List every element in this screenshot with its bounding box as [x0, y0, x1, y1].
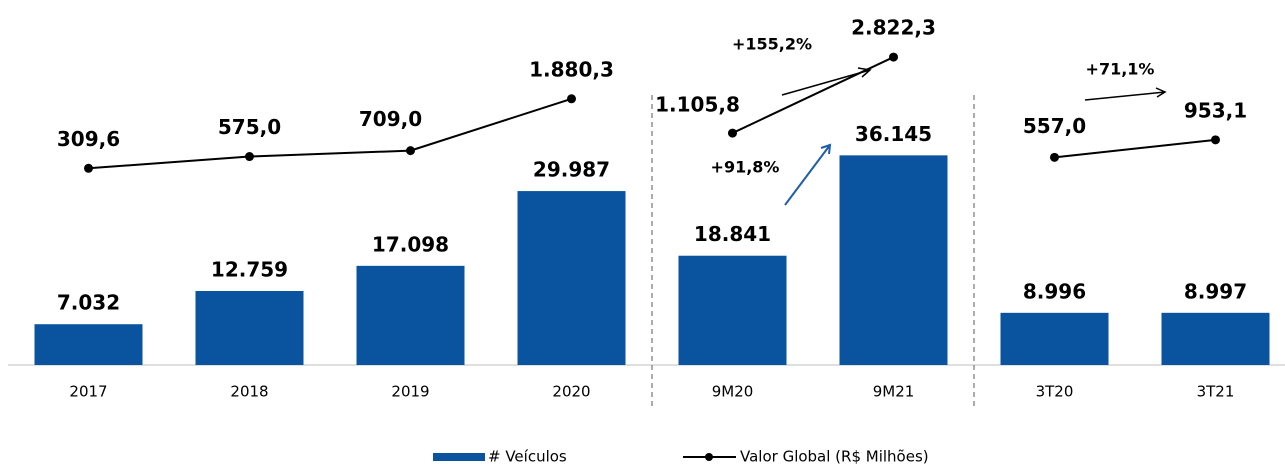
annotation-arrows [781, 67, 1167, 206]
x-tick-label: 2020 [552, 383, 590, 401]
bar-value-label: 7.032 [57, 291, 120, 315]
line-marker [245, 152, 254, 162]
arrow [781, 67, 872, 96]
line-segment [1054, 138, 1216, 159]
line-value-label: 575,0 [218, 115, 281, 139]
line-marker [889, 52, 898, 62]
bar-value-label: 36.145 [855, 122, 932, 146]
line-marker [1050, 152, 1059, 162]
arrow [1084, 87, 1167, 101]
x-tick-label: 2017 [69, 383, 107, 401]
annotation: +71,1% [1086, 60, 1155, 79]
legend-swatch [705, 453, 713, 461]
bar [1000, 312, 1109, 365]
x-tick-label: 9M21 [873, 383, 915, 401]
annotation: +91,8% [711, 158, 780, 177]
annotation: +155,2% [732, 35, 812, 54]
line-segment [88, 155, 250, 170]
arrow [784, 143, 832, 206]
line-value-label: 2.822,3 [851, 16, 936, 40]
legend-swatch [433, 453, 485, 461]
x-tick-label: 9M20 [712, 383, 754, 401]
bar [195, 290, 304, 365]
bar-value-label: 8.997 [1184, 279, 1247, 303]
bar-value-label: 8.996 [1023, 279, 1086, 303]
legend-label: Valor Global (R$ Milhões) [740, 448, 929, 466]
bar [1161, 312, 1270, 365]
line-segment [249, 149, 411, 158]
bar [356, 265, 465, 365]
x-tick-label: 3T21 [1197, 383, 1235, 401]
legend-label: # Veículos [488, 448, 567, 466]
line-marker [84, 163, 93, 173]
line-value-label: 1.880,3 [529, 57, 614, 81]
bar-value-label: 29.987 [533, 158, 610, 182]
line-marker [406, 146, 415, 156]
line-value-label: 1.105,8 [655, 93, 740, 117]
line-value-label: 953,1 [1184, 98, 1247, 122]
x-tick-label: 2018 [230, 383, 268, 401]
x-tick-label: 2019 [391, 383, 429, 401]
bar [34, 324, 143, 365]
bar [839, 155, 948, 365]
line-marker [728, 128, 737, 138]
line-value-label: 557,0 [1023, 114, 1086, 138]
line-value-label: 709,0 [359, 107, 422, 131]
bar-value-label: 18.841 [694, 222, 771, 246]
line-marker [567, 94, 576, 104]
line-segment [732, 56, 894, 134]
line-segment [410, 97, 572, 152]
x-tick-label: 3T20 [1036, 383, 1074, 401]
bar-value-label: 17.098 [372, 232, 449, 256]
line-value-label: 309,6 [57, 127, 120, 151]
bar [517, 191, 626, 365]
line-marker [1211, 135, 1220, 145]
bar [678, 255, 787, 365]
bar-value-label: 12.759 [211, 257, 288, 281]
